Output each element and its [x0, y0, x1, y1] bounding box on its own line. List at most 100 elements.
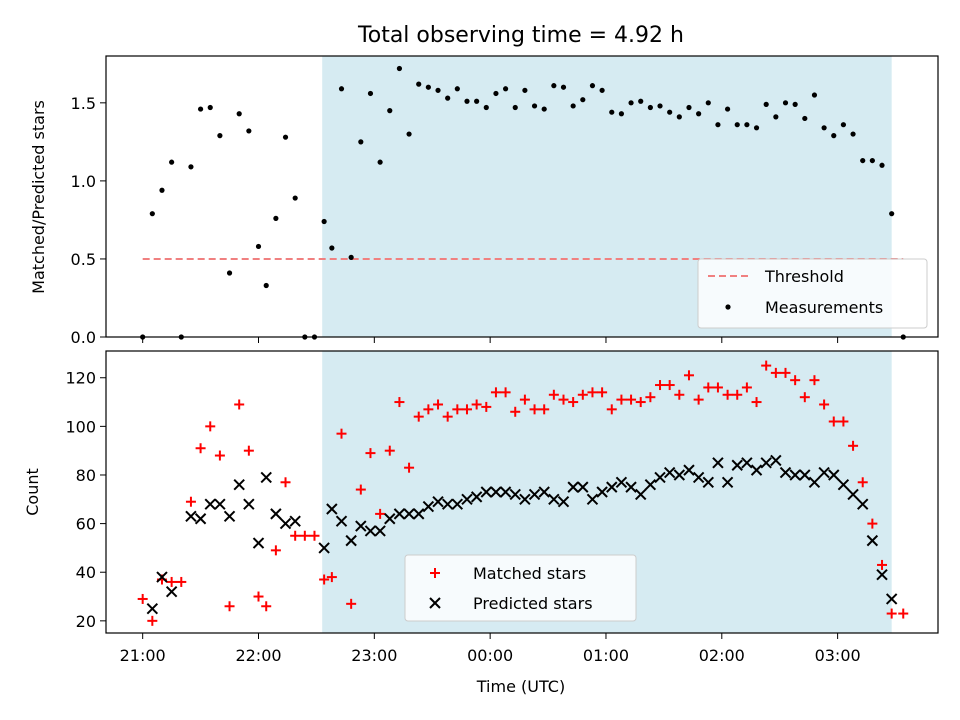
measurement-point — [246, 128, 252, 134]
matched-star-point — [751, 397, 762, 408]
cross-b — [233, 478, 245, 491]
cross-b — [441, 498, 454, 510]
matched-star-point — [645, 392, 656, 403]
cross-b — [741, 457, 753, 469]
cross-b — [808, 476, 821, 488]
matched-star-point — [809, 375, 820, 386]
cross-b — [760, 457, 772, 469]
measurement-point — [580, 97, 586, 103]
cross-b — [635, 488, 647, 501]
cross-b — [596, 486, 608, 498]
x-tick-label: 22:00 — [235, 646, 281, 665]
cross-b — [214, 498, 226, 510]
measurement-point — [425, 84, 431, 90]
measurement-point — [889, 211, 895, 217]
measurement-point — [396, 65, 403, 72]
matched-star-point — [224, 601, 235, 612]
cross-b — [335, 515, 348, 527]
matched-star-point — [626, 394, 637, 405]
cross-b — [528, 488, 541, 501]
predicted-star-point — [270, 508, 282, 520]
cross-b — [289, 515, 301, 527]
matched-star-point — [558, 394, 569, 405]
predicted-star-point — [818, 466, 830, 479]
measurement-point — [358, 139, 364, 145]
cross-b — [828, 469, 840, 481]
y-tick-label: 120 — [65, 369, 96, 388]
cross-b — [432, 496, 444, 508]
chart-title: Total observing time = 4.92 h — [357, 23, 684, 48]
predicted-star-point — [364, 525, 377, 537]
x-axis-label: Time (UTC) — [476, 677, 565, 696]
matched-star-point — [280, 477, 291, 488]
matched-star-point — [703, 382, 714, 393]
measurement-point — [811, 92, 818, 98]
matched-star-point — [394, 397, 405, 408]
predicted-star-point — [432, 496, 444, 508]
measurement-point — [705, 100, 711, 106]
count-legend: Matched stars Predicted stars — [404, 554, 637, 622]
cross-b — [146, 602, 159, 615]
cross-b — [461, 493, 473, 506]
cross-b — [480, 486, 492, 498]
predicted-star-point — [876, 568, 888, 581]
cross-b — [789, 469, 801, 481]
measurement-point — [667, 109, 673, 115]
matched-star-point — [355, 484, 366, 495]
count-panel: 20 40 60 80 100 120 21:00 22:00 23:00 00:00 01:00… — [23, 350, 939, 696]
cross-b — [429, 597, 441, 609]
measurement-point — [734, 122, 740, 128]
measurement-point — [879, 162, 885, 168]
measurement-point — [676, 114, 682, 120]
predicted-star-point — [557, 496, 570, 508]
predicted-star-point — [586, 493, 599, 506]
measurement-point — [560, 84, 567, 90]
measurement-point — [367, 90, 374, 97]
cross-b — [156, 571, 168, 583]
predicted-star-point — [866, 534, 879, 547]
predicted-star-point — [741, 457, 753, 469]
measurement-point — [744, 122, 750, 128]
predicted-star-point — [355, 520, 367, 532]
predicted-star-point — [289, 515, 301, 527]
predicted-star-point — [519, 493, 531, 506]
cross-b — [194, 513, 207, 525]
cross-b — [260, 471, 272, 484]
cross-b — [702, 476, 714, 488]
count-y-ticks: 20 40 60 80 100 120 — [65, 369, 106, 631]
measurement-point — [696, 111, 702, 117]
predicted-star-point — [692, 471, 705, 484]
matched-star-point — [616, 394, 627, 405]
cross-b — [692, 471, 705, 484]
matched-star-points — [137, 360, 909, 626]
matched-star-point — [867, 518, 878, 529]
predicted-star-point — [615, 476, 628, 488]
matched-star-point — [606, 404, 617, 415]
matched-star-point — [683, 370, 694, 381]
measurement-point — [416, 81, 422, 87]
cross-b — [185, 510, 197, 523]
predicted-star-point — [490, 486, 502, 498]
measurement-point — [531, 103, 538, 109]
measurement-point — [763, 101, 769, 107]
predicted-star-point — [606, 481, 618, 493]
measurement-point — [338, 86, 345, 92]
count-legend-box — [404, 554, 637, 622]
matched-star-point — [147, 615, 158, 626]
predicted-star-point — [393, 508, 406, 520]
ratio-panel: 0.0 0.5 1.0 1.5 Matched/Predicted stars Thr… — [29, 55, 939, 347]
predicted-star-point — [702, 476, 714, 488]
predicted-star-point — [156, 571, 168, 583]
predicted-star-point — [194, 513, 207, 525]
predicted-star-point — [779, 466, 792, 479]
matched-star-point — [433, 399, 444, 410]
cross-b — [204, 498, 216, 510]
predicted-star-point — [654, 471, 666, 484]
measurement-point — [493, 90, 499, 97]
ratio-x-ticks — [142, 337, 839, 343]
cross-b — [799, 469, 811, 481]
predicted-star-point — [548, 493, 560, 506]
measurement-point — [273, 215, 279, 221]
cross-b — [866, 534, 879, 547]
